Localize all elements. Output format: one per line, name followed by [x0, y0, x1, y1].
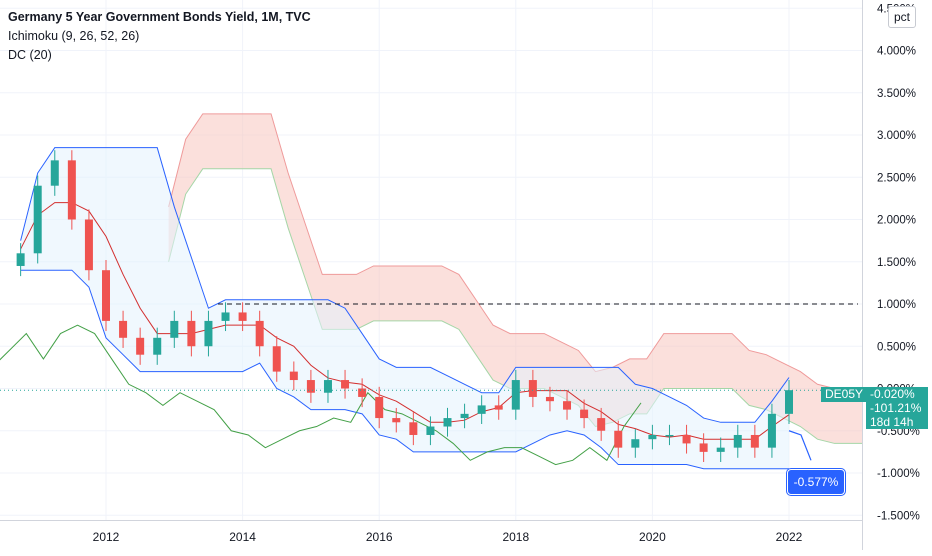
candle-body[interactable] [323, 380, 332, 393]
candle-body[interactable] [494, 405, 503, 410]
price-axis[interactable]: 4.500%4.000%3.500%3.000%2.500%2.000%1.50… [862, 0, 932, 550]
candle-body[interactable] [306, 380, 315, 393]
candle-body[interactable] [358, 388, 367, 397]
candle-body[interactable] [289, 371, 298, 381]
price-chart[interactable] [0, 0, 862, 520]
candle-body[interactable] [102, 270, 110, 321]
target-price-label[interactable]: -0.577% [787, 469, 845, 495]
price-tag-countdown: 18d 14h [870, 415, 914, 429]
price-axis-labels: 4.500%4.000%3.500%3.000%2.500%2.000%1.50… [877, 3, 920, 522]
percent-scale-button[interactable]: pct [888, 6, 916, 28]
candle-body[interactable] [426, 426, 435, 435]
candle-body[interactable] [375, 396, 384, 419]
donchian-channel-fill [20, 147, 789, 469]
candle-body[interactable] [84, 219, 93, 271]
candle-body[interactable] [614, 430, 623, 448]
time-axis[interactable]: 2012 2014 2016 2018 2020 2022 [0, 520, 862, 550]
y-tick-label: 0.500% [877, 341, 916, 353]
ichimoku-lagging-span [0, 324, 642, 466]
x-tick-label: 2014 [229, 530, 256, 544]
price-tag-value: -0.020% [870, 387, 915, 401]
candle-body[interactable] [665, 434, 674, 437]
candle-body[interactable] [785, 390, 793, 414]
candle-body[interactable] [545, 396, 554, 402]
y-tick-label: -1.500% [877, 510, 920, 522]
legend-ichimoku[interactable]: Ichimoku (9, 26, 52, 26) [8, 29, 140, 43]
candle-body[interactable] [716, 447, 725, 452]
candle-body[interactable] [477, 405, 486, 414]
candle-body[interactable] [682, 434, 691, 444]
candle-body[interactable] [648, 434, 657, 440]
candle-body[interactable] [750, 434, 759, 448]
price-tag-change: -101.21% [870, 401, 922, 415]
candle-body[interactable] [699, 443, 708, 452]
donchian-upper [20, 147, 790, 423]
candle-body[interactable] [33, 185, 42, 254]
ichimoku-senkou-a [168, 113, 862, 389]
time-axis-labels: 2012 2014 2016 2018 2020 2022 [93, 530, 803, 544]
donchian-lower [20, 269, 789, 470]
candle-body[interactable] [580, 409, 589, 419]
legend-dc[interactable]: DC (20) [8, 48, 52, 62]
y-tick-label: 3.000% [877, 130, 916, 142]
candle-body[interactable] [341, 380, 350, 389]
x-tick-label: 2022 [776, 530, 803, 544]
candle-body[interactable] [67, 160, 76, 220]
candle-body[interactable] [443, 418, 452, 427]
candle-body[interactable] [528, 380, 537, 397]
price-tag: -0.020% -101.21% 18d 14h [866, 387, 928, 429]
candle-body[interactable] [563, 401, 572, 410]
candle-body[interactable] [119, 320, 128, 338]
y-tick-label: 2.500% [877, 172, 916, 184]
candle-body[interactable] [16, 253, 25, 266]
candle-body[interactable] [511, 380, 520, 410]
x-tick-label: 2012 [93, 530, 120, 544]
projection-path[interactable] [788, 430, 812, 461]
chart-legend: Germany 5 Year Government Bonds Yield, 1… [8, 8, 311, 65]
candle-body[interactable] [409, 422, 418, 435]
candle-body[interactable] [631, 439, 640, 448]
candle-body[interactable] [733, 434, 742, 448]
candle-body[interactable] [50, 160, 59, 186]
y-tick-label: 4.000% [877, 46, 916, 58]
candle-body[interactable] [221, 312, 230, 321]
x-tick-label: 2020 [639, 530, 666, 544]
y-tick-label: 1.000% [877, 299, 916, 311]
candle-body[interactable] [392, 418, 401, 423]
candle-body[interactable] [272, 346, 281, 372]
legend-title[interactable]: Germany 5 Year Government Bonds Yield, 1… [8, 10, 311, 24]
ichimoku-cloud [168, 113, 862, 444]
chart-plot-area[interactable] [0, 0, 862, 520]
candle-body[interactable] [255, 320, 264, 347]
y-tick-label: 2.000% [877, 215, 916, 227]
candle-body[interactable] [187, 320, 196, 347]
y-tick-label: 1.500% [877, 257, 916, 269]
x-tick-label: 2016 [366, 530, 393, 544]
candle-body[interactable] [153, 337, 162, 355]
candle-body[interactable] [170, 320, 179, 338]
candle-body[interactable] [136, 337, 145, 355]
symbol-tag: DE05Y [821, 387, 868, 402]
candle-body[interactable] [460, 413, 469, 419]
y-tick-label: -1.000% [877, 468, 920, 480]
candle-body[interactable] [204, 320, 213, 347]
y-tick-label: 3.500% [877, 88, 916, 100]
x-tick-label: 2018 [502, 530, 529, 544]
ichimoku-base-line [20, 202, 790, 440]
candle-body[interactable] [767, 413, 776, 448]
candle-body[interactable] [238, 312, 247, 321]
candle-body[interactable] [597, 418, 606, 431]
